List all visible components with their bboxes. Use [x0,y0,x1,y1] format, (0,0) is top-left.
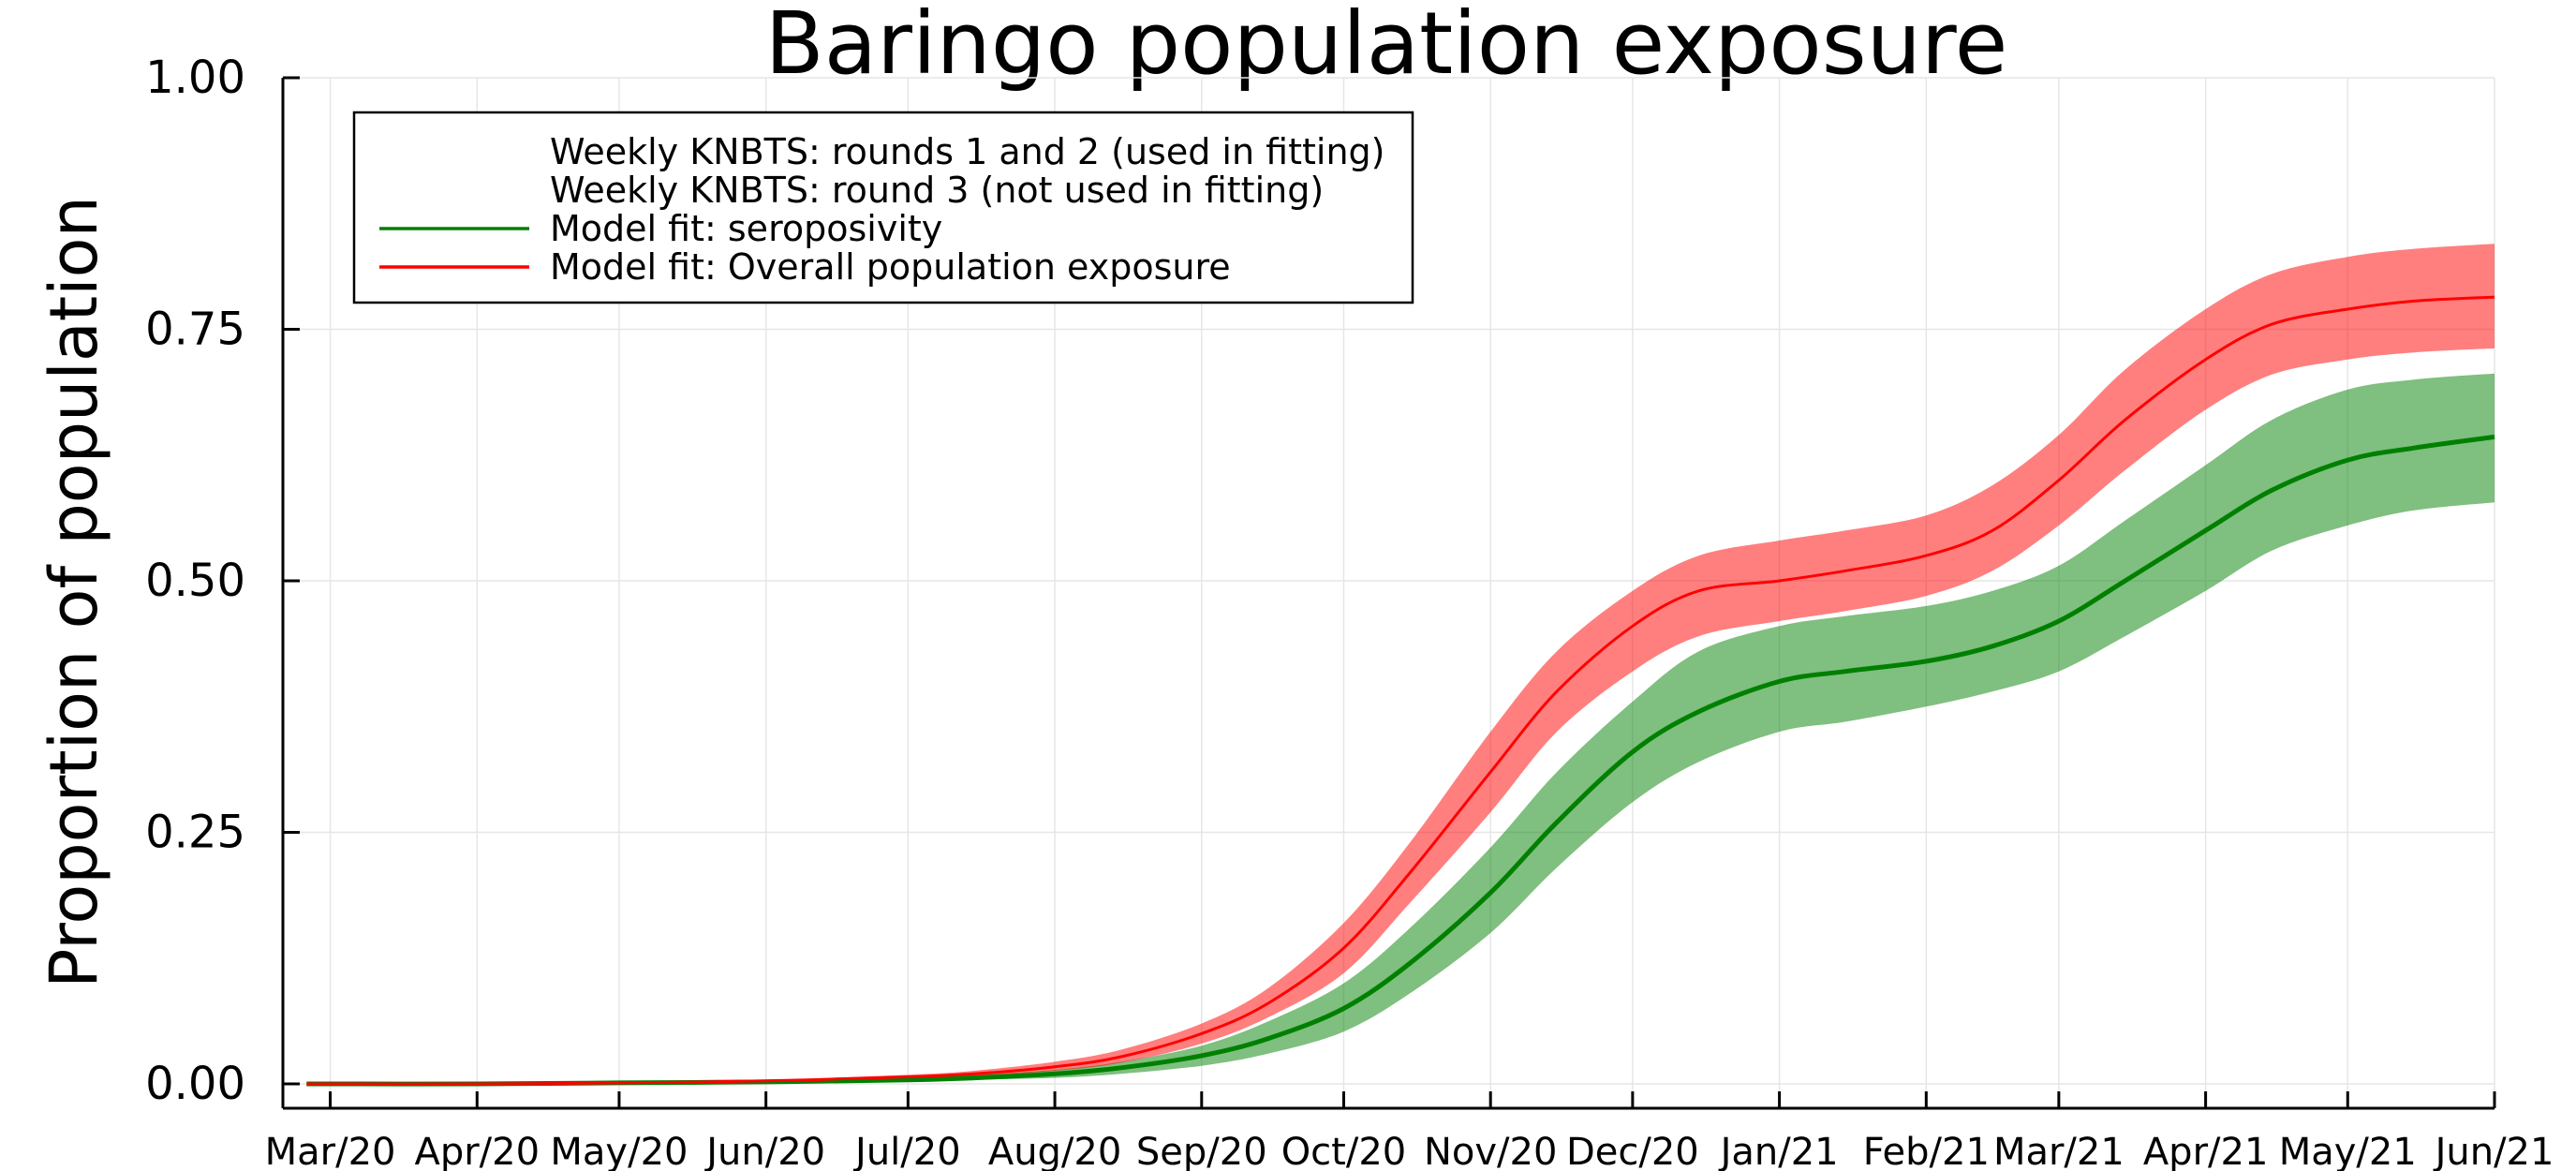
x-tick-label: Jan/21 [1718,1131,1839,1171]
x-tick-label: Feb/21 [1863,1131,1990,1171]
x-tick-label: Oct/20 [1281,1131,1407,1171]
x-tick-label: Nov/20 [1424,1131,1557,1171]
exposure-line [306,295,2495,1086]
x-tick-label: Aug/20 [988,1131,1121,1171]
x-tick-label: Mar/21 [1993,1131,2124,1171]
legend-entry: Weekly KNBTS: rounds 1 and 2 (used in fi… [550,131,1384,172]
y-tick-label: 1.00 [145,52,245,104]
x-tick-label: Dec/20 [1566,1131,1699,1171]
y-tick-label: 0.00 [145,1058,245,1110]
x-tick-label: Jun/21 [2433,1131,2554,1171]
series-lines [306,295,2495,1087]
axes: 0.00 0.25 0.50 0.75 1.00 Mar/20 Apr/20 May/20 Ju… [145,52,2554,1171]
confidence-bands [306,244,2495,1085]
y-tick-label: 0.75 [145,304,245,356]
y-tick-label: 0.50 [145,555,245,607]
x-tick-label: Apr/20 [414,1131,540,1171]
x-tick-label: Sep/20 [1136,1131,1267,1171]
legend-entry: Model fit: Overall population exposure [550,246,1231,288]
y-tick-label: 0.25 [145,807,245,859]
legend-entry: Model fit: seroposivity [550,208,942,249]
chart-title: Baringo population exposure [765,0,2008,94]
x-tick-label: May/21 [2279,1131,2417,1171]
x-tick-label: Jun/20 [703,1131,825,1171]
legend-box [352,111,1414,304]
seropositivity-band [306,373,2495,1085]
exposure-band [306,244,2495,1085]
x-tick-label: Apr/21 [2143,1131,2269,1171]
seropositivity-line [306,434,2495,1087]
x-tick-label: Mar/20 [265,1131,396,1171]
legend: Weekly KNBTS: rounds 1 and 2 (used in fi… [352,111,1414,304]
x-tick-label: May/20 [550,1131,688,1171]
y-axis-label: Proportion of population [36,196,112,988]
x-tick-label: Jul/20 [852,1131,961,1171]
legend-entry: Weekly KNBTS: round 3 (not used in fitti… [550,170,1324,211]
